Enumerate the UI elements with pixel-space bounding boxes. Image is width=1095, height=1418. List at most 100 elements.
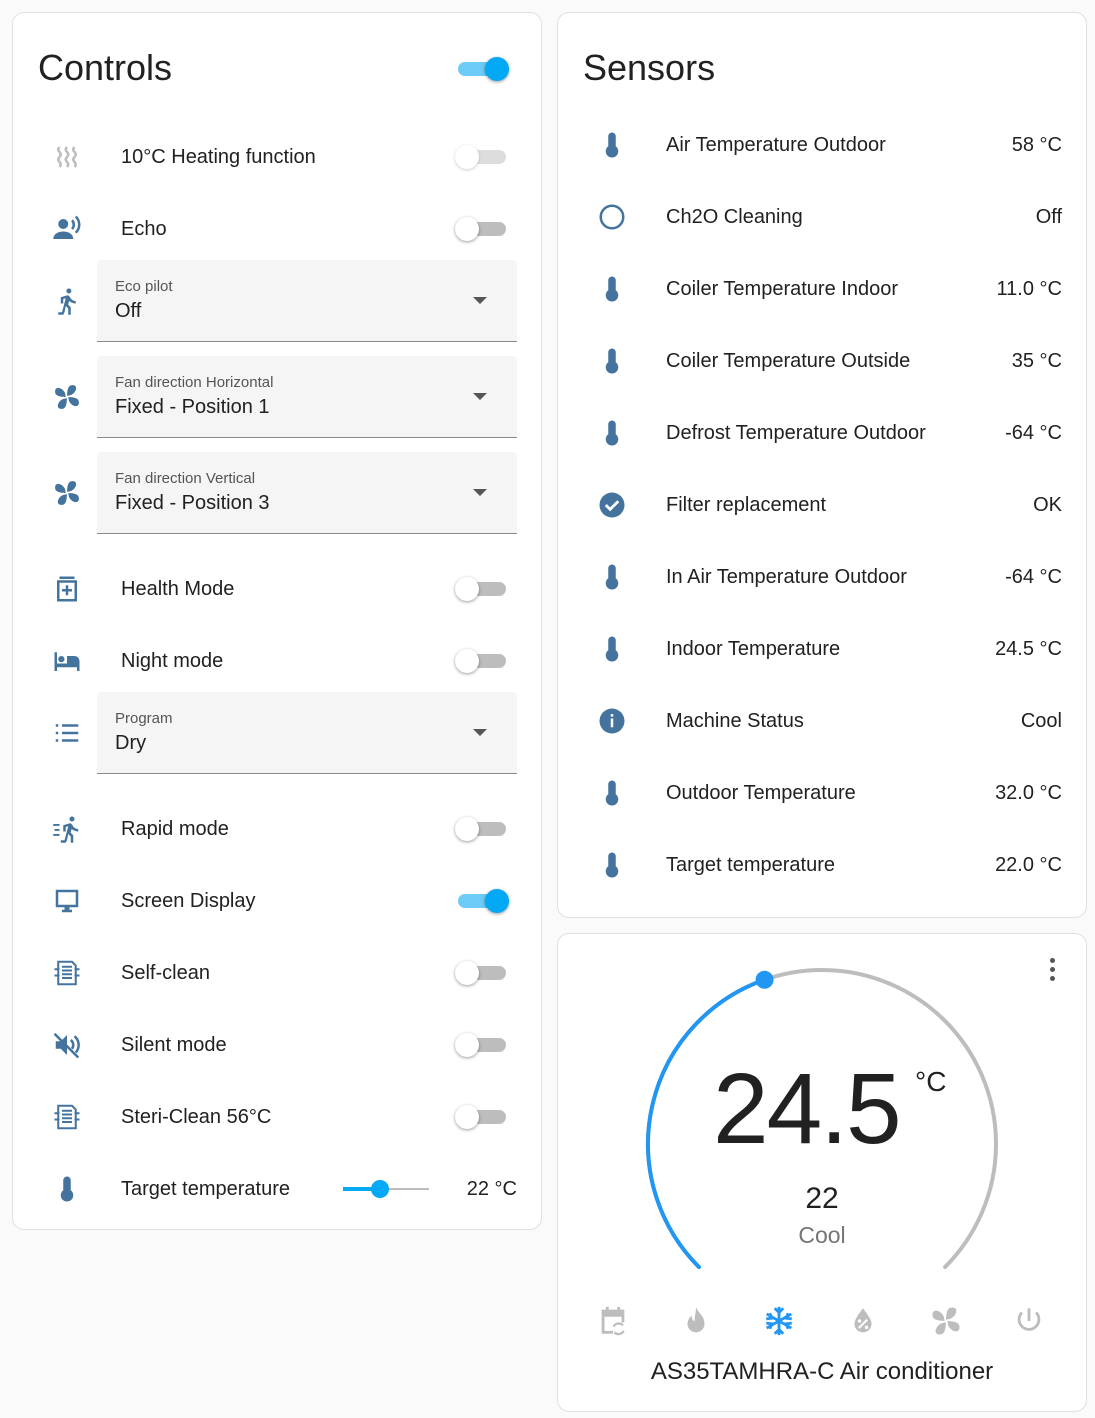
target-temperature: 22 bbox=[805, 1182, 839, 1215]
sensor-value: 32.0 °C bbox=[995, 781, 1062, 804]
toggle-switch[interactable] bbox=[455, 955, 509, 991]
thermometer-icon bbox=[594, 775, 630, 811]
control-label: 10°C Heating function bbox=[121, 145, 316, 168]
temperature-slider[interactable] bbox=[343, 1174, 429, 1204]
run-fast-icon bbox=[49, 811, 85, 847]
fan-icon bbox=[49, 475, 85, 511]
sensors-card: Sensors Air Temperature Outdoor 58 °C Ch2O… bbox=[557, 12, 1087, 918]
select-dropdown[interactable]: Fan direction Horizontal Fixed - Positio… bbox=[97, 356, 517, 438]
account-voice-icon bbox=[49, 211, 85, 247]
thermometer-icon bbox=[594, 343, 630, 379]
volume-off-icon bbox=[49, 1027, 85, 1063]
sensor-row[interactable]: Machine Status Cool bbox=[558, 685, 1086, 757]
select-dropdown[interactable]: Fan direction Vertical Fixed - Position … bbox=[97, 452, 517, 534]
toggle-switch[interactable] bbox=[455, 811, 509, 847]
check-circle-icon bbox=[594, 487, 630, 523]
dropdown-arrow-icon bbox=[473, 489, 487, 496]
temperature-unit: °C bbox=[915, 1066, 947, 1097]
toggle-switch[interactable] bbox=[455, 571, 509, 607]
sensor-row[interactable]: Ch2O Cleaning Off bbox=[558, 181, 1086, 253]
sensor-label: Ch2O Cleaning bbox=[666, 205, 803, 228]
medical-bag-icon bbox=[49, 571, 85, 607]
select-value: Off bbox=[115, 300, 142, 322]
fan-icon[interactable] bbox=[929, 1304, 963, 1338]
sensor-value: -64 °C bbox=[1005, 421, 1062, 444]
sensor-value: 58 °C bbox=[1011, 133, 1062, 156]
sensor-row[interactable]: Filter replacement OK bbox=[558, 469, 1086, 541]
information-icon bbox=[594, 703, 630, 739]
toggle-switch[interactable] bbox=[455, 139, 509, 175]
control-label: Night mode bbox=[121, 649, 224, 672]
fan-icon bbox=[49, 379, 85, 415]
controls-master-toggle[interactable] bbox=[455, 51, 509, 87]
dropdown-arrow-icon bbox=[473, 393, 487, 400]
sensor-label: Air Temperature Outdoor bbox=[666, 133, 886, 156]
thermometer-icon bbox=[594, 847, 630, 883]
sensor-row[interactable]: In Air Temperature Outdoor -64 °C bbox=[558, 541, 1086, 613]
toggle-switch[interactable] bbox=[455, 1099, 509, 1135]
sensor-row[interactable]: Coiler Temperature Outside 35 °C bbox=[558, 325, 1086, 397]
heat-wave-icon bbox=[49, 139, 85, 175]
select-value: Dry bbox=[115, 732, 147, 754]
air-filter-icon bbox=[49, 955, 85, 991]
select-label: Eco pilot bbox=[115, 278, 173, 295]
sensor-row[interactable]: Coiler Temperature Indoor 11.0 °C bbox=[558, 253, 1086, 325]
power-icon[interactable] bbox=[1012, 1304, 1046, 1338]
sensor-row[interactable]: Outdoor Temperature 32.0 °C bbox=[558, 757, 1086, 829]
control-label: Target temperature bbox=[121, 1177, 290, 1200]
control-row: Silent mode bbox=[13, 1009, 541, 1081]
select-dropdown[interactable]: Eco pilot Off bbox=[97, 260, 517, 342]
sensor-row[interactable]: Defrost Temperature Outdoor -64 °C bbox=[558, 397, 1086, 469]
control-label: Steri-Clean 56°C bbox=[121, 1105, 272, 1128]
list-icon bbox=[49, 715, 85, 751]
sensor-label: Indoor Temperature bbox=[666, 637, 841, 660]
water-percent-icon[interactable] bbox=[846, 1304, 880, 1338]
select-dropdown[interactable]: Program Dry bbox=[97, 692, 517, 774]
dropdown-arrow-icon bbox=[473, 729, 487, 736]
toggle-switch[interactable] bbox=[455, 643, 509, 679]
monitor-icon bbox=[49, 883, 85, 919]
thermostat-dial[interactable] bbox=[558, 934, 1088, 1294]
sensor-row[interactable]: Target temperature 22.0 °C bbox=[558, 829, 1086, 901]
slider-value: 22 °C bbox=[466, 1177, 517, 1200]
select-label: Fan direction Horizontal bbox=[115, 374, 274, 391]
control-row: Steri-Clean 56°C bbox=[13, 1081, 541, 1153]
sensor-row[interactable]: Air Temperature Outdoor 58 °C bbox=[558, 109, 1086, 181]
snowflake-icon[interactable] bbox=[762, 1304, 796, 1338]
toggle-switch[interactable] bbox=[455, 211, 509, 247]
circle-outline-icon bbox=[594, 199, 630, 235]
sensor-value: 35 °C bbox=[1011, 349, 1062, 372]
control-row: Self-clean bbox=[13, 937, 541, 1009]
control-label: Silent mode bbox=[121, 1033, 227, 1056]
control-row: Target temperature 22 °C bbox=[13, 1153, 541, 1225]
select-row: Program Dry bbox=[13, 692, 541, 774]
control-row: Night mode bbox=[13, 625, 541, 697]
thermometer-icon bbox=[594, 127, 630, 163]
control-row: Rapid mode bbox=[13, 793, 541, 865]
toggle-switch[interactable] bbox=[455, 883, 509, 919]
sensor-value: OK bbox=[1033, 493, 1062, 516]
select-value: Fixed - Position 3 bbox=[115, 492, 270, 514]
sensor-label: Coiler Temperature Indoor bbox=[666, 277, 898, 300]
run-icon bbox=[49, 283, 85, 319]
sensor-label: Defrost Temperature Outdoor bbox=[666, 421, 926, 444]
dropdown-arrow-icon bbox=[473, 297, 487, 304]
sensors-title: Sensors bbox=[583, 47, 716, 88]
sensor-value: 11.0 °C bbox=[996, 277, 1062, 300]
hvac-mode-label: Cool bbox=[798, 1222, 846, 1248]
thermometer-icon bbox=[49, 1171, 85, 1207]
sensor-row[interactable]: Indoor Temperature 24.5 °C bbox=[558, 613, 1086, 685]
calendar-sync-icon[interactable] bbox=[596, 1304, 630, 1338]
sensor-value: -64 °C bbox=[1005, 565, 1062, 588]
dial-fill bbox=[646, 977, 767, 1270]
fire-icon[interactable] bbox=[679, 1304, 713, 1338]
controls-card: Controls 10°C Heating function Echo Eco p… bbox=[12, 12, 542, 1230]
toggle-switch[interactable] bbox=[455, 1027, 509, 1063]
control-row: 10°C Heating function bbox=[13, 121, 541, 193]
dial-handle[interactable] bbox=[755, 970, 774, 989]
air-filter-icon bbox=[49, 1099, 85, 1135]
more-options-icon[interactable] bbox=[1050, 958, 1056, 981]
thermometer-icon bbox=[594, 415, 630, 451]
control-row: Screen Display bbox=[13, 865, 541, 937]
select-label: Program bbox=[115, 710, 173, 727]
